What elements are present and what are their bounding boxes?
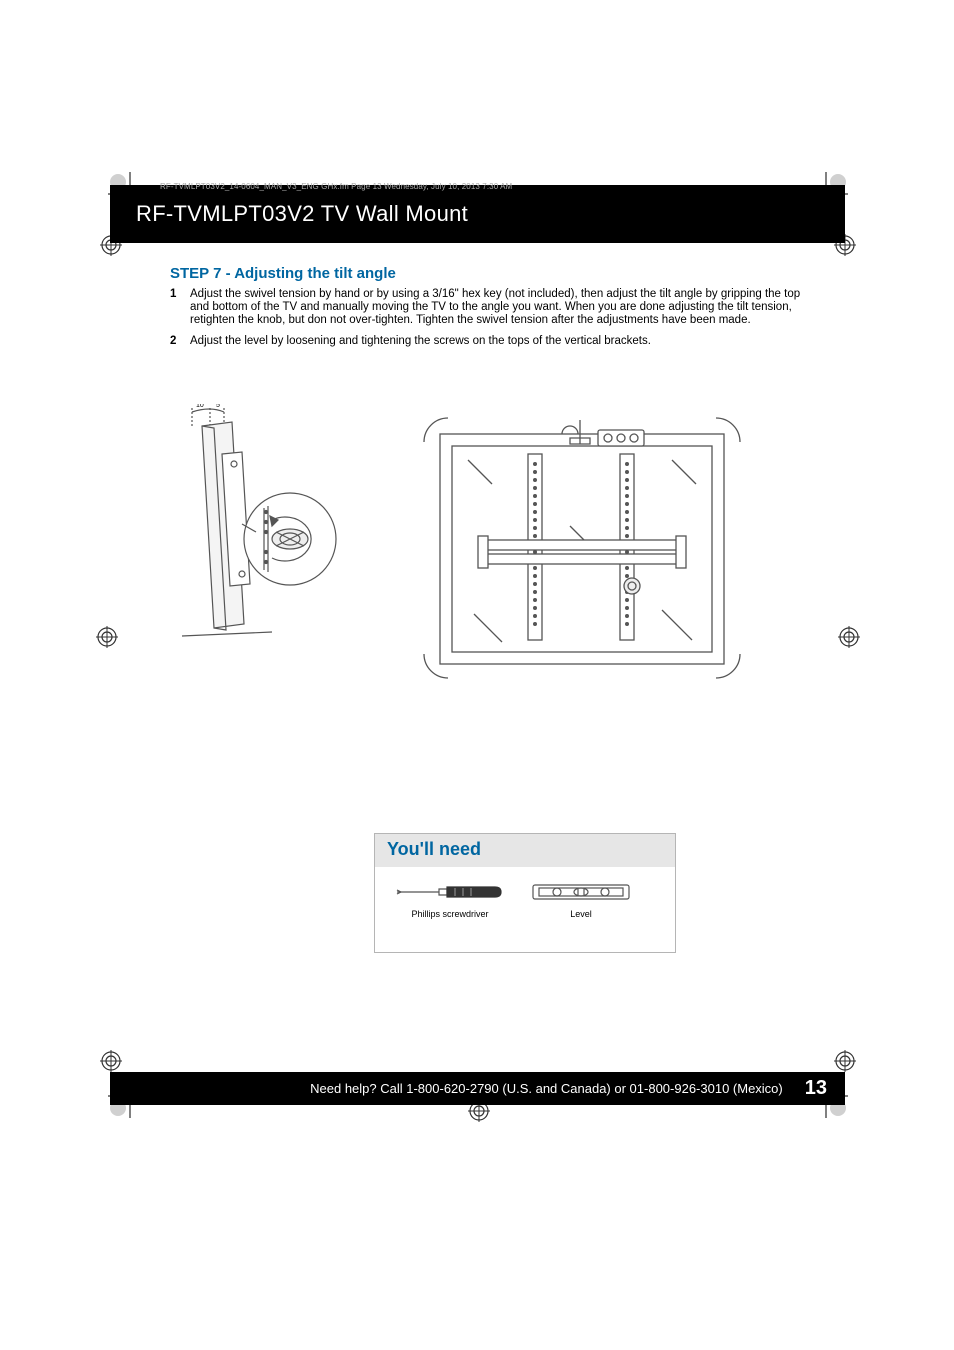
step-number: 1 bbox=[170, 288, 190, 328]
tools-needed-box: You'll need Phillips screwdriver bbox=[374, 833, 676, 953]
step-list: 1 Adjust the swivel tension by hand or b… bbox=[170, 288, 815, 348]
step-text: Adjust the level by loosening and tighte… bbox=[190, 335, 815, 348]
step-number: 2 bbox=[170, 335, 190, 348]
level-icon bbox=[531, 881, 631, 903]
header-bar: RF-TVMLPT03V2 TV Wall Mount bbox=[110, 185, 845, 243]
step-item: 2 Adjust the level by loosening and tigh… bbox=[170, 335, 815, 348]
tool-item: Phillips screwdriver bbox=[395, 881, 505, 919]
footer-help-text: Need help? Call 1-800-620-2790 (U.S. and… bbox=[310, 1081, 783, 1096]
angle-fwd-label: 5° bbox=[216, 404, 223, 409]
tool-item: Level bbox=[531, 881, 631, 919]
content-area: STEP 7 - Adjusting the tilt angle 1 Adju… bbox=[110, 243, 845, 684]
tilt-side-diagram: 10° 5° bbox=[172, 404, 342, 664]
figure-row: 10° 5° bbox=[170, 404, 815, 684]
step-item: 1 Adjust the swivel tension by hand or b… bbox=[170, 288, 815, 328]
print-source-line: RF-TVMLPT03V2_14-0604_MAN_V3_ENG GHx.fm … bbox=[160, 182, 512, 191]
tools-needed-title: You'll need bbox=[375, 834, 675, 867]
step-text: Adjust the swivel tension by hand or by … bbox=[190, 288, 815, 328]
tool-label: Level bbox=[570, 909, 592, 919]
page-number: 13 bbox=[805, 1077, 827, 1100]
screwdriver-icon bbox=[395, 881, 505, 903]
step-heading: STEP 7 - Adjusting the tilt angle bbox=[170, 265, 815, 282]
document-title: RF-TVMLPT03V2 TV Wall Mount bbox=[136, 201, 468, 227]
angle-back-label: 10° bbox=[196, 404, 207, 409]
tool-label: Phillips screwdriver bbox=[411, 909, 488, 919]
page: RF-TVMLPT03V2_14-0604_MAN_V3_ENG GHx.fm … bbox=[110, 185, 845, 1105]
tv-front-diagram bbox=[422, 414, 742, 684]
footer-bar: Need help? Call 1-800-620-2790 (U.S. and… bbox=[110, 1072, 845, 1105]
